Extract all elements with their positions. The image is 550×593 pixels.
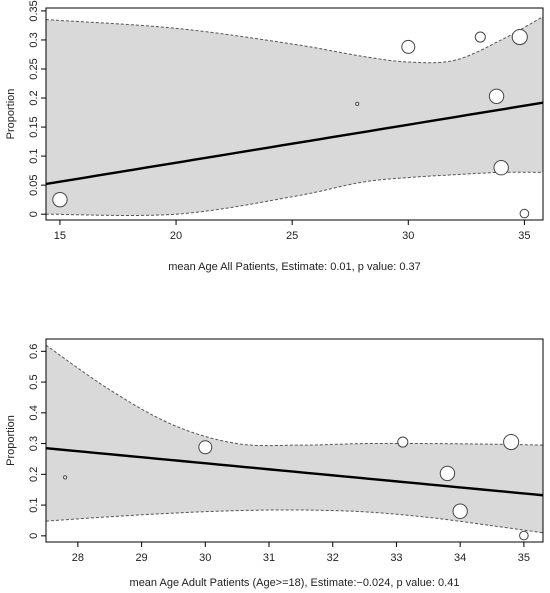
confidence-band [46, 16, 543, 216]
fit-line [46, 101, 543, 186]
data-point [493, 160, 509, 176]
x-tick-label: 28 [72, 552, 84, 564]
data-point [52, 191, 68, 208]
data-point [519, 208, 530, 219]
y-tick-label: 0.3 [28, 436, 40, 451]
data-point [63, 475, 68, 480]
plot-area [46, 16, 543, 216]
x-tick-label: 30 [199, 552, 211, 564]
data-point [355, 101, 360, 106]
confidence-band [46, 345, 543, 533]
plot-frame [45, 338, 544, 543]
y-tick-label: 0.2 [28, 90, 40, 105]
x-tick-label: 33 [390, 552, 402, 564]
data-point [488, 88, 505, 104]
y-tick-label: 0.35 [28, 0, 40, 21]
y-tick-label: 0 [28, 533, 40, 539]
x-tick-label: 29 [135, 552, 147, 564]
y-tick-label: 0.6 [28, 344, 40, 359]
fit-line [46, 446, 543, 497]
y-tick-label: 0.1 [28, 148, 40, 163]
x-tick-label: 35 [518, 230, 530, 242]
chart-all-patients: 15 20 25 30 35 0 0.05 0.1 0.15 0.2 0.25 0.3 0.35 mean… [5, 0, 544, 273]
data-point [397, 436, 409, 448]
y-tick-label: 0.1 [28, 497, 40, 512]
x-axis-title: mean Age Adult Patients (Age>=18), Estim… [130, 577, 460, 589]
x-tick-label: 31 [263, 552, 275, 564]
x-tick-label: 32 [327, 552, 339, 564]
chart-adult-patients: 28 29 30 31 32 33 34 35 0 0.1 0.2 0.3 0.4 0.5 0.6 mean … [5, 338, 544, 589]
data-point [452, 503, 468, 519]
y-axis-title: Proportion [5, 415, 17, 466]
y-tick-label: 0 [28, 211, 40, 217]
plot-frame [45, 7, 544, 221]
y-tick-label: 0.05 [28, 174, 40, 195]
y-axis-title: Proportion [5, 89, 17, 140]
data-point [439, 465, 456, 482]
data-point [519, 530, 529, 541]
y-tick-label: 0.25 [28, 58, 40, 79]
data-point [198, 440, 213, 455]
data-point [511, 28, 528, 46]
x-tick-label: 35 [518, 552, 530, 564]
x-axis-title: mean Age All Patients, Estimate: 0.01, p… [168, 261, 421, 273]
y-tick-label: 0.4 [28, 405, 40, 420]
plot-area [46, 344, 543, 534]
x-tick-label: 15 [54, 230, 66, 242]
y-tick-label: 0.15 [28, 116, 40, 137]
data-point [503, 433, 520, 451]
x-tick-label: 30 [402, 230, 414, 242]
data-point [401, 39, 416, 54]
x-tick-label: 20 [170, 230, 182, 242]
x-tick-label: 34 [454, 552, 466, 564]
x-tick-label: 25 [286, 230, 298, 242]
confidence-band-lower [46, 171, 543, 216]
y-tick-label: 0.3 [28, 32, 40, 47]
data-point [474, 31, 486, 43]
confidence-band-lower [46, 509, 543, 534]
y-tick-label: 0.2 [28, 467, 40, 482]
y-tick-label: 0.5 [28, 374, 40, 389]
confidence-band-upper [46, 16, 543, 64]
